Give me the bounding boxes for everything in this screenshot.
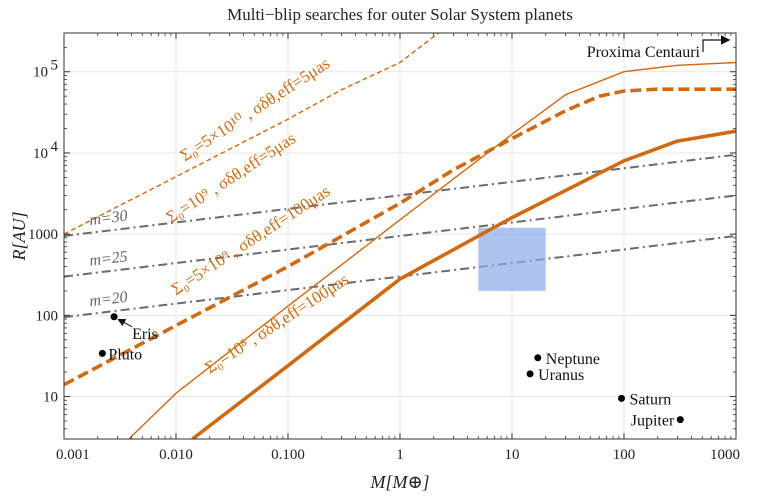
y-axis-label: R[AU] (9, 212, 29, 262)
curve-label-3: Σ₀=10⁸ , σδθ,eff=100μas (202, 270, 353, 378)
planet-dot-pluto (98, 349, 106, 357)
proxima-arrow (702, 35, 731, 52)
x-tick-label-5: 100 (613, 447, 636, 463)
x-axis-ticks: 0.001 0.010 0.100 1 10 100 1000 (56, 33, 740, 463)
planet-dot-uranus (526, 370, 534, 378)
magnitude-line-m=30 (64, 153, 736, 237)
magnitude-label-m=30: m=30 (88, 208, 128, 229)
x-axis-label: M[M⊕] (369, 472, 429, 492)
planet-dot-saturn (618, 394, 626, 402)
curve-label-0: Σ₀=5×10¹⁰ , σδθ,eff=5μas (177, 54, 334, 166)
planet-label-jupiter: Jupiter (631, 413, 675, 430)
proxima-label: Proxima Centauri (587, 44, 701, 61)
y-tick-label-4: 10 (33, 65, 48, 81)
chart-title: Multi−blip searches for outer Solar Syst… (227, 5, 573, 24)
x-tick-label-6: 1000 (710, 447, 740, 463)
curve-3 (191, 129, 736, 439)
x-tick-label-3: 1 (396, 447, 404, 463)
y-tick-exponent-4: 5 (51, 58, 59, 74)
magnitude-labels: m=30 m=25 m=20 (88, 208, 128, 311)
planet-label-uranus: Uranus (538, 367, 584, 384)
magnitude-label-m=20: m=20 (88, 289, 128, 310)
curve-2 (128, 61, 736, 439)
planet-label-saturn: Saturn (630, 391, 672, 408)
magnitude-lines (64, 153, 736, 319)
planet-dot-eris (110, 313, 118, 321)
proxima-reference: Proxima Centauri (587, 35, 731, 61)
curve-0 (64, 33, 439, 235)
y-tick-label-2: 1000 (28, 227, 58, 243)
planet-label-pluto: Pluto (108, 346, 142, 363)
planet-dot-jupiter (676, 416, 684, 424)
planet-label-eris: Eris (132, 326, 158, 343)
x-tick-label-4: 10 (505, 447, 520, 463)
x-tick-label-2: 0.100 (271, 447, 305, 463)
eris-arrow (117, 318, 133, 328)
y-tick-exponent-3: 4 (51, 139, 59, 155)
y-tick-label-1: 100 (36, 308, 59, 324)
planet-nine-region (478, 227, 546, 291)
magnitude-line-m=25 (64, 194, 736, 278)
sensitivity-curves (64, 33, 736, 439)
grid (63, 33, 737, 439)
x-tick-label-1: 0.010 (159, 447, 193, 463)
y-tick-label-0: 10 (43, 390, 58, 406)
curve-1 (64, 87, 736, 387)
planet-nine-box (478, 227, 546, 291)
magnitude-line-m=20 (64, 234, 736, 319)
planet-label-neptune: Neptune (546, 351, 600, 368)
x-tick-label-0: 0.001 (56, 447, 90, 463)
magnitude-label-m=25: m=25 (88, 248, 128, 269)
planet-dot-neptune (534, 354, 542, 362)
y-tick-label-3: 10 (33, 146, 48, 162)
